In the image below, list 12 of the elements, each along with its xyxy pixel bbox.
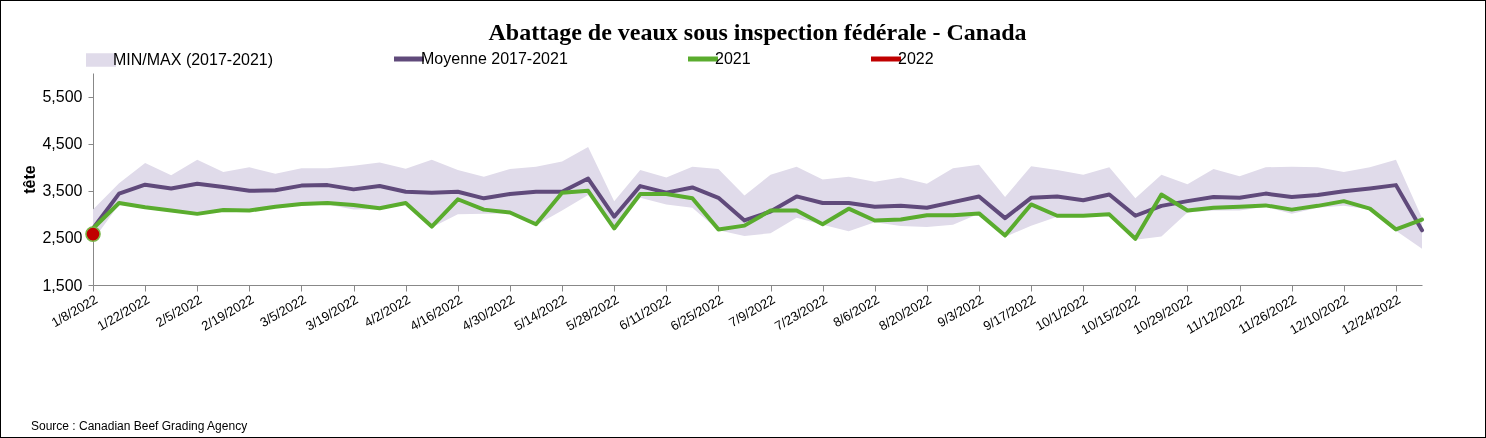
legend-label: MIN/MAX (2017-2021) xyxy=(113,51,274,68)
y-tick-label: 1,500 xyxy=(42,276,83,294)
y-tick-label: 3,500 xyxy=(42,182,83,200)
legend-label: 2021 xyxy=(715,50,751,67)
legend-label: Moyenne 2017-2021 xyxy=(421,50,568,67)
chart-title: Abattage de veaux sous inspection fédérale - Canada xyxy=(488,19,1027,45)
y-tick-label: 4,500 xyxy=(42,135,83,153)
source-note: Source : Canadian Beef Grading Agency xyxy=(31,419,248,433)
y-tick-label: 2,500 xyxy=(42,229,83,247)
y-axis-title: tête xyxy=(21,165,39,194)
legend-label: 2022 xyxy=(898,50,934,67)
y-tick-label: 5,500 xyxy=(42,88,83,106)
